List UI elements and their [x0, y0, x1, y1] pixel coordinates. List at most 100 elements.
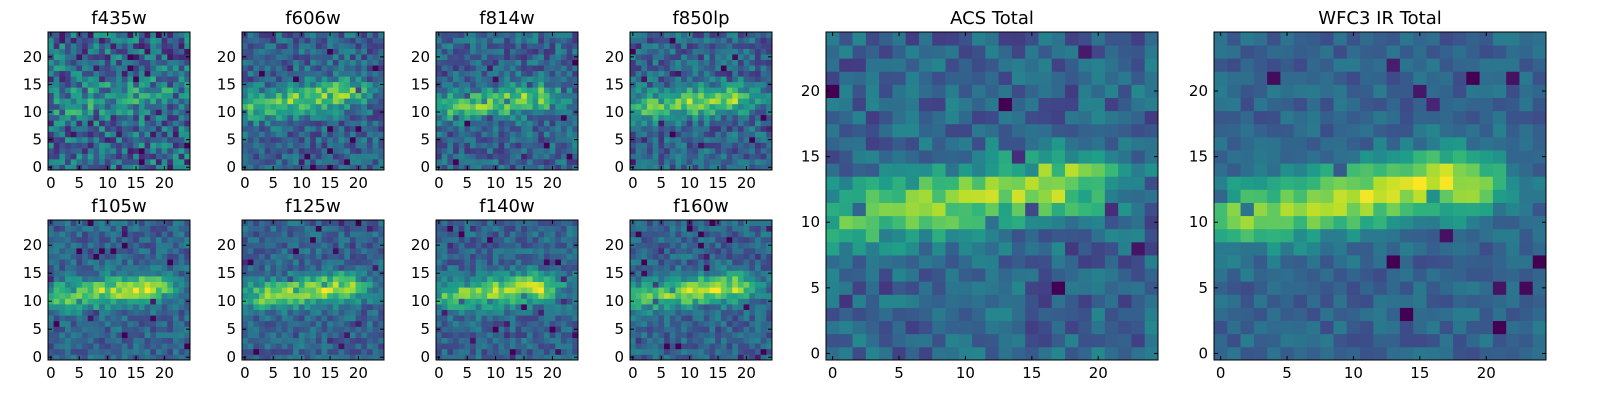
heatmap-cell: [464, 147, 471, 154]
heatmap-cell: [116, 332, 123, 338]
heatmap-cell: [93, 292, 100, 299]
heatmap-cell: [492, 309, 499, 316]
heatmap-cell: [726, 276, 733, 282]
heatmap-cell: [572, 343, 579, 350]
heatmap-cell: [692, 326, 699, 333]
y-tick-label: 10: [23, 292, 42, 310]
heatmap-cell: [127, 287, 134, 294]
heatmap-cell: [276, 225, 283, 232]
heatmap-cell: [703, 292, 710, 299]
heatmap-cell: [276, 98, 283, 105]
heatmap-cell: [247, 37, 254, 44]
heatmap-cell: [76, 70, 83, 77]
heatmap-cell: [264, 270, 271, 277]
heatmap-cell: [264, 354, 271, 361]
heatmap-cell: [82, 37, 89, 44]
heatmap-cell: [641, 292, 648, 299]
heatmap-cell: [327, 87, 334, 94]
heatmap-cell: [453, 43, 460, 49]
heatmap-cell: [658, 158, 665, 165]
heatmap-cell: [532, 131, 539, 138]
heatmap-cell: [378, 248, 385, 254]
heatmap-cell: [99, 337, 106, 344]
heatmap-cell: [276, 315, 283, 322]
heatmap-cell: [372, 103, 379, 110]
heatmap-cell: [715, 136, 722, 143]
heatmap-cell: [749, 158, 756, 165]
x-tick-label: 0: [240, 364, 250, 382]
heatmap-cell: [555, 354, 562, 361]
heatmap-cell: [549, 304, 556, 310]
heatmap-cell: [458, 81, 465, 88]
heatmap-cell: [110, 43, 117, 49]
heatmap-cell: [264, 343, 271, 350]
heatmap-cell: [116, 253, 123, 260]
heatmap-cell: [441, 287, 448, 294]
heatmap-cell: [698, 125, 705, 132]
heatmap-cell: [509, 337, 516, 344]
heatmap-cell: [242, 87, 249, 94]
heatmap-cell: [65, 242, 72, 249]
heatmap-cell: [310, 114, 317, 121]
heatmap-cell: [366, 48, 374, 55]
heatmap-cell: [127, 120, 134, 127]
heatmap-cell: [487, 315, 494, 322]
heatmap-cell: [327, 242, 334, 249]
heatmap-cell: [298, 54, 305, 60]
heatmap-cell: [498, 225, 505, 232]
heatmap-cell: [441, 242, 448, 249]
heatmap-cell: [338, 87, 345, 94]
heatmap-cell: [315, 120, 322, 127]
heatmap-cell: [93, 298, 100, 305]
heatmap-cell: [327, 54, 334, 60]
heatmap-cell: [686, 109, 693, 116]
heatmap-cell: [53, 125, 60, 132]
heatmap-cell: [247, 348, 254, 355]
heatmap-cell: [167, 259, 174, 266]
heatmap-cell: [53, 114, 60, 121]
heatmap-cell: [515, 48, 522, 55]
heatmap-cell: [161, 120, 168, 127]
heatmap-cell: [686, 287, 693, 294]
heatmap-cell: [630, 153, 637, 160]
heatmap-cell: [555, 220, 562, 226]
heatmap-cell: [59, 259, 66, 266]
heatmap-cell: [116, 48, 123, 55]
heatmap-cell: [48, 147, 55, 154]
heatmap-cell: [526, 259, 533, 266]
heatmap-cell: [59, 81, 66, 88]
heatmap-cell: [293, 264, 300, 271]
heatmap-cell: [65, 131, 72, 138]
heatmap-cell: [686, 103, 693, 110]
heatmap-cell: [492, 337, 499, 344]
heatmap-cell: [298, 332, 305, 338]
heatmap-cell: [760, 337, 767, 344]
heatmap-cell: [749, 131, 756, 138]
heatmap-cell: [133, 276, 140, 282]
heatmap-cell: [372, 253, 379, 260]
heatmap-cell: [281, 158, 288, 165]
heatmap-cell: [652, 54, 659, 60]
heatmap-cell: [641, 87, 648, 94]
heatmap-cell: [760, 320, 767, 327]
heatmap-cell: [110, 292, 117, 299]
heatmap-cell: [509, 270, 516, 277]
heatmap-cell: [453, 348, 460, 355]
heatmap-cell: [304, 315, 311, 322]
heatmap-cell: [327, 147, 334, 154]
heatmap-cell: [669, 103, 676, 110]
heatmap-cell: [630, 158, 637, 165]
heatmap-cell: [264, 43, 271, 49]
heatmap-cell: [538, 332, 545, 338]
heatmap-cell: [253, 147, 260, 154]
heatmap-cell: [532, 54, 539, 60]
heatmap-cell: [178, 158, 185, 165]
heatmap-cell: [372, 37, 379, 44]
heatmap-cell: [509, 59, 516, 66]
heatmap-cell: [53, 220, 60, 226]
heatmap-cell: [709, 109, 716, 116]
heatmap-cell: [681, 81, 688, 88]
heatmap-cell: [572, 315, 579, 322]
heatmap-cell: [298, 131, 305, 138]
heatmap-cell: [566, 242, 573, 249]
